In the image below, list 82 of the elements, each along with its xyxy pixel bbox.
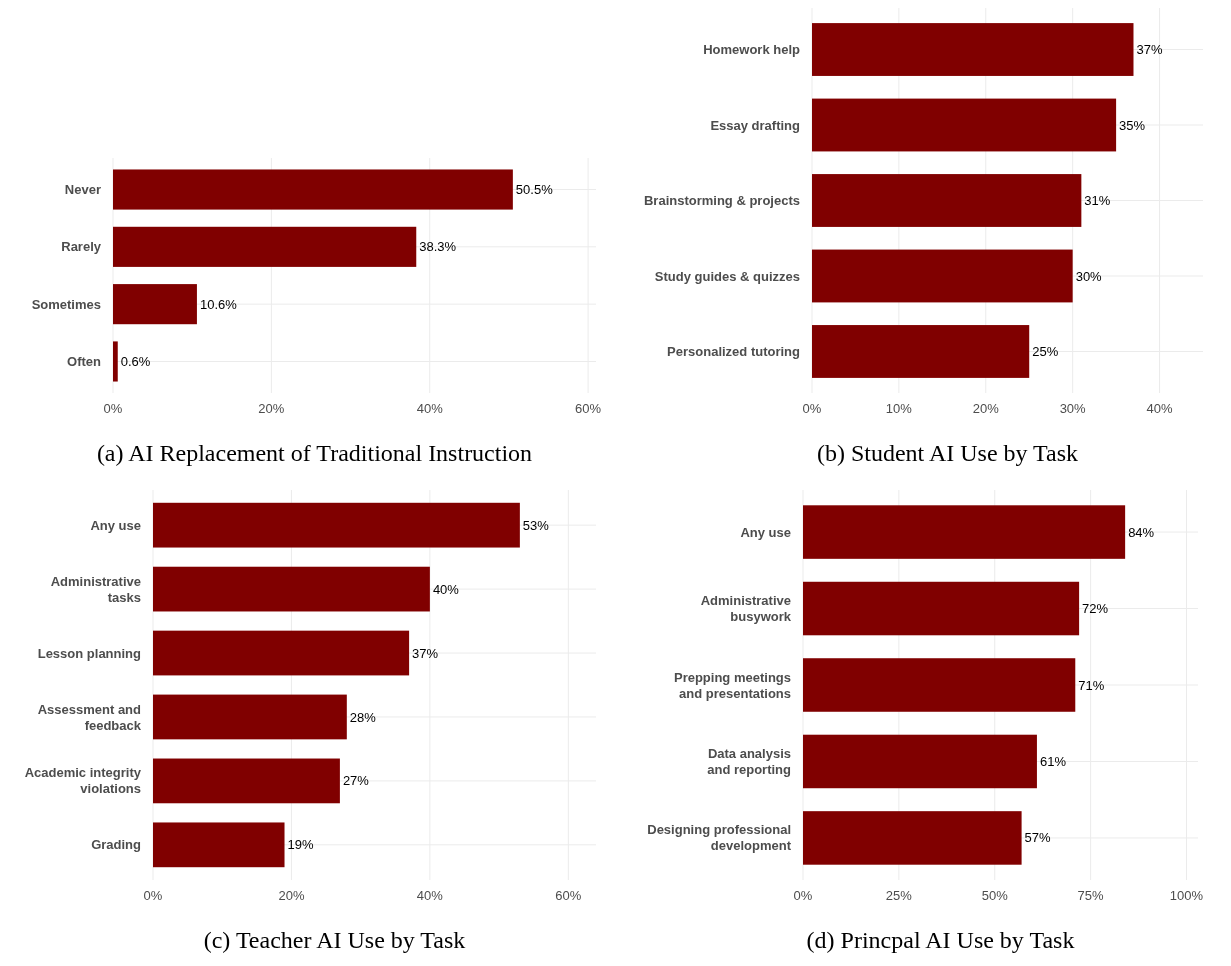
x-tick-label: 75% [1077,888,1105,903]
data-label: 53% [522,517,550,533]
y-tick-label: Administrative busywork [700,593,792,625]
y-tick-label: Sometimes [31,296,101,312]
bar [812,325,1030,378]
bar [812,174,1082,227]
x-tick-label: 100% [1169,888,1204,903]
x-tick-label: 40% [416,888,444,903]
text: (b) Student AI Use by Task [816,440,1079,466]
data-label: 38.3% [419,239,457,255]
y-tick-label: Prepping meetings and presentations [673,669,791,701]
y-tick-label: Never [64,182,101,198]
y-tick-label: Assessment and feedback [37,701,142,733]
y-tick-label: Any use [90,517,141,533]
x-tick-label: 0% [103,401,123,416]
x-tick-label: 0% [143,888,163,903]
data-label: 72% [1082,601,1109,617]
bar [803,658,1076,712]
y-tick-label: Essay drafting [710,117,801,133]
data-label: 61% [1039,754,1067,770]
x-tick-label: 60% [575,401,602,416]
data-label: 84% [1128,524,1155,540]
data-label: 25% [1032,344,1059,360]
text: (c) Teacher AI Use by Task [203,927,466,953]
bar [153,502,520,548]
data-label: 10.6% [199,296,238,312]
x-tick-label: 20% [278,888,305,903]
bar [153,758,340,804]
data-label: 37% [412,645,439,661]
data-label: 19% [287,837,314,853]
bar [113,341,118,382]
bar [812,249,1073,303]
bar [113,169,513,210]
bar [812,23,1134,76]
x-tick-label: 40% [416,401,444,416]
y-tick-label: Designing professional development [647,822,792,854]
bar [803,811,1022,865]
y-tick-label: Administrative tasks [50,573,141,605]
y-tick-label: Brainstorming & projects [643,193,800,209]
y-tick-label: Study guides & quizzes [654,268,800,284]
data-label: 30% [1075,268,1103,284]
y-tick-label: Personalized tutoring [667,344,801,360]
bar [153,566,430,612]
x-tick-label: 0% [793,888,813,903]
data-label: 28% [349,709,377,725]
x-tick-label: 25% [885,888,913,903]
text: (d) Princpal AI Use by Task [806,927,1075,953]
x-tick-label: 40% [1146,401,1173,416]
x-tick-label: 20% [972,401,1000,416]
y-tick-label: Academic integrity violations [24,765,142,797]
bar [803,505,1126,559]
y-tick-label: Rarely [61,239,102,255]
y-tick-label: Homework help [703,42,801,58]
data-label: 31% [1084,193,1111,209]
y-tick-label: Data analysis and reporting [707,746,792,778]
y-tick-label: Often [67,354,102,370]
bar [803,581,1080,636]
x-tick-label: 20% [258,401,285,416]
x-tick-label: 30% [1059,401,1087,416]
data-label: 57% [1024,830,1052,846]
x-tick-label: 60% [555,888,582,903]
y-tick-label: Grading [91,837,142,853]
y-tick-label: Any use [740,524,791,540]
bar [113,284,197,325]
x-tick-label: 50% [981,888,1009,903]
data-label: 0.6% [120,354,151,370]
data-label: 40% [432,581,460,597]
data-label: 35% [1119,117,1146,133]
y-tick-label: Lesson planning [37,645,142,661]
data-label: 71% [1078,677,1105,693]
bar [803,734,1037,789]
data-label: 37% [1136,42,1163,58]
bar [812,98,1117,152]
text: (a) AI Replacement of Traditional Instruction [96,440,533,466]
bar [153,694,347,740]
data-label: 27% [342,773,370,789]
bar [153,822,285,868]
x-tick-label: 0% [802,401,822,416]
bar [113,226,417,267]
x-tick-label: 10% [885,401,913,416]
bar [153,630,410,676]
data-label: 50.5% [515,182,554,198]
